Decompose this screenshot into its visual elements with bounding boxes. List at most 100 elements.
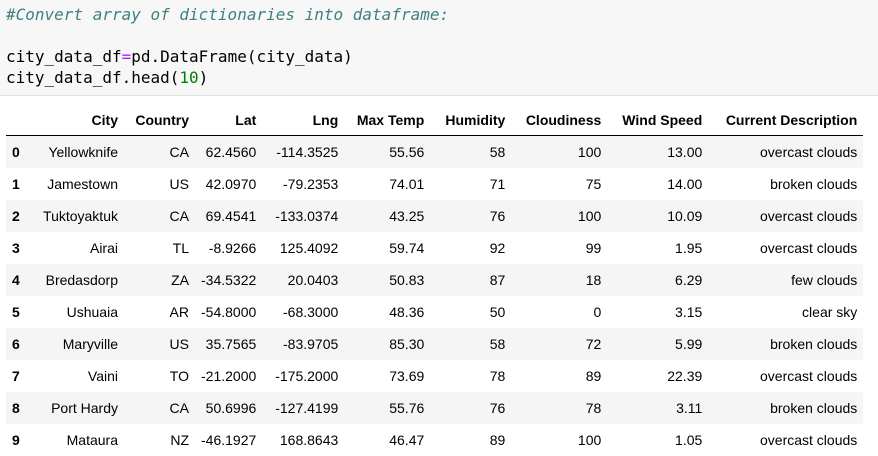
cell-cloudiness: 100: [511, 200, 607, 232]
cell-city: Vaini: [32, 360, 124, 392]
cell-wind-speed: 3.11: [607, 392, 708, 424]
row-index: 5: [6, 296, 32, 328]
cell-city: Yellowknife: [32, 136, 124, 169]
cell-current-description: overcast clouds: [708, 424, 863, 456]
cell-current-description: broken clouds: [708, 392, 863, 424]
column-header-city: City: [32, 105, 124, 136]
row-index: 1: [6, 168, 32, 200]
cell-lng: -133.0374: [262, 200, 344, 232]
cell-country: TO: [124, 360, 195, 392]
cell-country: US: [124, 168, 195, 200]
cell-city: Port Hardy: [32, 392, 124, 424]
cell-lat: -8.9266: [195, 232, 262, 264]
cell-city: Ushuaia: [32, 296, 124, 328]
column-header-max-temp: Max Temp: [344, 105, 430, 136]
cell-current-description: overcast clouds: [708, 136, 863, 169]
dataframe-table: City Country Lat Lng Max Temp Humidity C…: [6, 105, 863, 456]
cell-lng: -83.9705: [262, 328, 344, 360]
cell-lat: -46.1927: [195, 424, 262, 456]
code-line-1: city_data_df=pd.DataFrame(city_data): [6, 46, 878, 67]
cell-humidity: 76: [430, 392, 511, 424]
cell-country: ZA: [124, 264, 195, 296]
cell-cloudiness: 0: [511, 296, 607, 328]
code-call: city_data_df.head(: [6, 68, 179, 87]
cell-humidity: 50: [430, 296, 511, 328]
cell-max-temp: 43.25: [344, 200, 430, 232]
cell-cloudiness: 89: [511, 360, 607, 392]
cell-city: Jamestown: [32, 168, 124, 200]
cell-lat: 69.4541: [195, 200, 262, 232]
code-input-cell[interactable]: #Convert array of dictionaries into data…: [0, 0, 878, 96]
cell-max-temp: 55.76: [344, 392, 430, 424]
cell-wind-speed: 22.39: [607, 360, 708, 392]
output-area: City Country Lat Lng Max Temp Humidity C…: [0, 96, 878, 455]
cell-wind-speed: 5.99: [607, 328, 708, 360]
cell-country: CA: [124, 136, 195, 169]
row-index: 4: [6, 264, 32, 296]
cell-humidity: 92: [430, 232, 511, 264]
row-index: 7: [6, 360, 32, 392]
cell-wind-speed: 13.00: [607, 136, 708, 169]
row-index: 8: [6, 392, 32, 424]
code-comment: #Convert array of dictionaries into data…: [6, 5, 449, 24]
cell-lng: -114.3525: [262, 136, 344, 169]
column-header-wind-speed: Wind Speed: [607, 105, 708, 136]
cell-max-temp: 48.36: [344, 296, 430, 328]
cell-current-description: broken clouds: [708, 168, 863, 200]
code-number: 10: [179, 68, 198, 87]
cell-current-description: overcast clouds: [708, 232, 863, 264]
cell-cloudiness: 75: [511, 168, 607, 200]
cell-wind-speed: 1.05: [607, 424, 708, 456]
row-index: 2: [6, 200, 32, 232]
code-var: city_data_df: [6, 47, 122, 66]
cell-cloudiness: 99: [511, 232, 607, 264]
cell-humidity: 78: [430, 360, 511, 392]
code-line-2: city_data_df.head(10): [6, 67, 878, 88]
cell-current-description: overcast clouds: [708, 360, 863, 392]
cell-current-description: clear sky: [708, 296, 863, 328]
cell-max-temp: 74.01: [344, 168, 430, 200]
cell-city: Airai: [32, 232, 124, 264]
column-header-lat: Lat: [195, 105, 262, 136]
cell-lat: 62.4560: [195, 136, 262, 169]
row-index: 3: [6, 232, 32, 264]
cell-country: CA: [124, 392, 195, 424]
cell-cloudiness: 100: [511, 424, 607, 456]
table-header-row: City Country Lat Lng Max Temp Humidity C…: [6, 105, 863, 136]
cell-country: NZ: [124, 424, 195, 456]
row-index: 0: [6, 136, 32, 169]
cell-current-description: overcast clouds: [708, 200, 863, 232]
cell-wind-speed: 3.15: [607, 296, 708, 328]
cell-lat: -54.8000: [195, 296, 262, 328]
cell-wind-speed: 14.00: [607, 168, 708, 200]
column-header-humidity: Humidity: [430, 105, 511, 136]
cell-humidity: 58: [430, 328, 511, 360]
cell-country: US: [124, 328, 195, 360]
cell-country: TL: [124, 232, 195, 264]
cell-wind-speed: 10.09: [607, 200, 708, 232]
cell-max-temp: 46.47: [344, 424, 430, 456]
cell-lng: -127.4199: [262, 392, 344, 424]
cell-max-temp: 50.83: [344, 264, 430, 296]
cell-lng: 168.8643: [262, 424, 344, 456]
row-index: 9: [6, 424, 32, 456]
cell-city: Mataura: [32, 424, 124, 456]
cell-current-description: few clouds: [708, 264, 863, 296]
column-header-country: Country: [124, 105, 195, 136]
code-blank-line: [6, 25, 878, 46]
cell-max-temp: 85.30: [344, 328, 430, 360]
code-close-paren: ): [199, 68, 209, 87]
cell-lat: -34.5322: [195, 264, 262, 296]
cell-humidity: 58: [430, 136, 511, 169]
cell-lng: -79.2353: [262, 168, 344, 200]
row-index: 6: [6, 328, 32, 360]
cell-max-temp: 73.69: [344, 360, 430, 392]
